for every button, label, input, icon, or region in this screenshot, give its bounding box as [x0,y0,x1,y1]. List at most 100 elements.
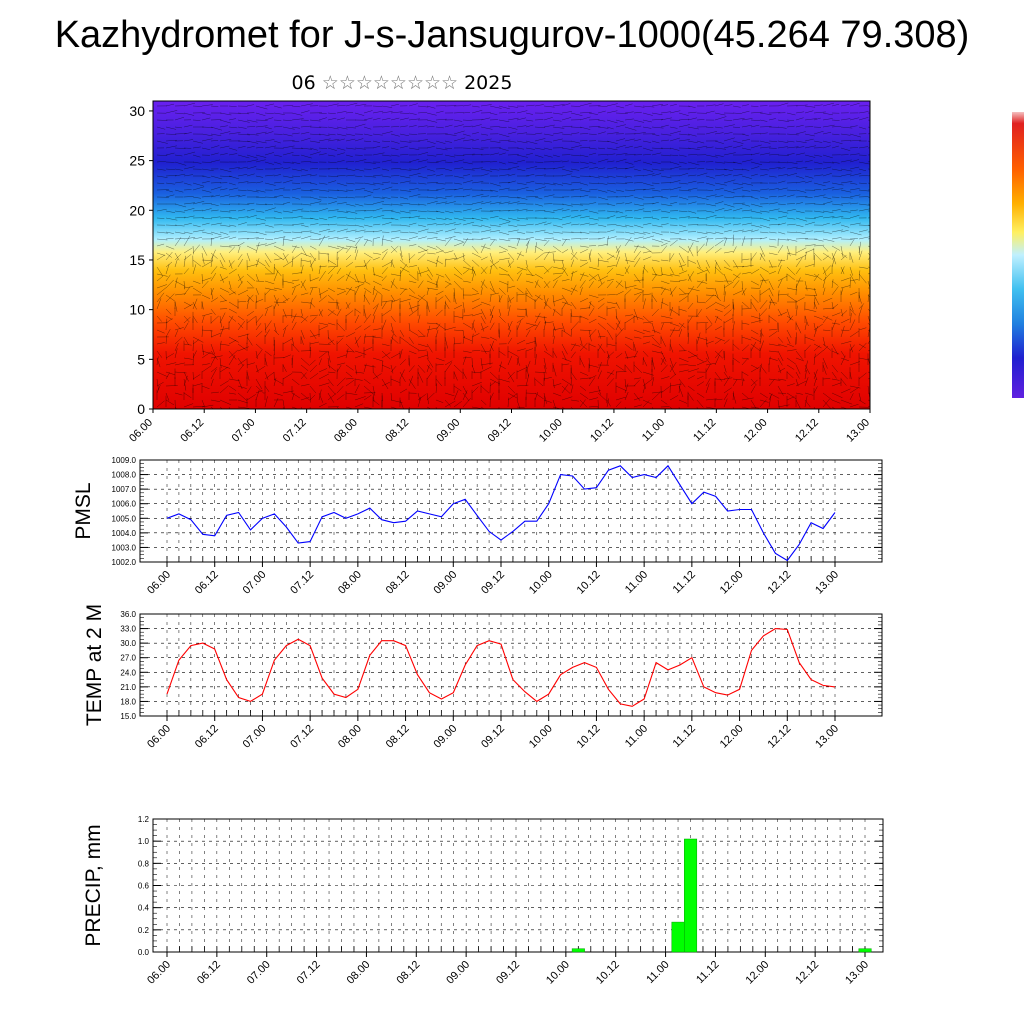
wind-vector [768,357,778,361]
wind-vector [381,186,393,191]
wind-vector [354,224,365,228]
wind-vector [732,321,735,331]
wind-vector [336,196,347,198]
wind-vector [327,371,336,374]
wind-vector [183,336,190,346]
wind-vector [507,180,516,184]
wind-vector [156,357,161,368]
wind-vector [750,406,759,409]
wind-vector [507,371,515,380]
wind-vector [840,399,853,405]
wind-vector [210,343,216,355]
wind-vector [813,297,816,310]
wind-vector [570,161,580,163]
wind-vector [174,277,178,289]
wind-vector [282,308,287,318]
wind-vector [489,126,500,128]
wind-vector [534,167,546,170]
pmsl-ytick-label: 1009.0 [112,456,137,465]
wind-vector [552,309,556,317]
wind-vector [156,175,168,178]
wind-vector [714,259,721,271]
wind-vector [489,201,502,205]
wind-vector [498,231,510,235]
wind-vector [849,139,862,142]
wind-vector [615,167,628,170]
wind-vector [660,287,666,296]
wind-vector [327,322,336,326]
wind-vector [273,187,285,191]
wind-vector [309,231,321,235]
wind-vector [462,174,471,177]
wind-vector [804,175,814,179]
wind-vector [372,230,383,233]
wind-vector [282,133,293,137]
wind-vector [786,112,796,116]
wind-vector [723,387,732,394]
wind-vector [219,300,227,303]
wind-vector [300,384,310,387]
wind-vector [345,102,358,107]
wind-vector [732,229,744,233]
wind-vector [480,322,485,332]
wind-vector [237,126,247,129]
wind-vector [228,118,236,121]
wind-vector [759,112,772,116]
wind-vector [156,126,166,130]
wind-vector [498,238,511,242]
wind-vector [822,187,835,191]
wind-vector [525,180,535,184]
wind-vector [471,201,484,205]
wind-vector [381,301,387,310]
wind-vector [642,315,652,325]
wind-vector [201,180,210,184]
wind-vector [282,126,295,130]
wind-vector [795,257,803,268]
wind-vector [633,336,642,339]
wind-vector [768,231,777,234]
wind-vector [255,343,262,350]
wind-vector [399,252,403,261]
wind-vector [696,196,709,200]
wind-vector [183,375,188,387]
wind-vector [462,237,469,247]
wind-vector [174,133,187,135]
wind-vector [354,364,358,375]
wind-vector [264,259,270,268]
wind-vector [588,343,596,348]
wind-vector [687,105,696,108]
wind-vector [480,315,486,324]
wind-vector [201,117,211,121]
wind-vector [417,105,429,108]
wind-vector [723,259,731,267]
wind-vector [606,147,618,151]
wind-vector [399,125,408,128]
wind-vector [300,357,310,366]
wind-vector [237,222,247,226]
wind-vector [588,357,591,369]
wind-vector [723,196,734,199]
wind-vector [849,387,859,394]
wind-vector [372,328,382,331]
wind-vector [480,325,489,331]
wind-vector [606,369,615,380]
wind-vector [777,195,787,198]
wind-vector [579,342,588,352]
wind-vector [345,254,352,261]
wind-vector [849,147,859,149]
wind-vector [291,287,296,296]
wind-vector [345,168,356,171]
wind-vector [183,139,194,142]
wind-vector [192,374,201,380]
wind-vector [507,294,512,304]
wind-vector [291,392,301,399]
wind-vector [633,380,640,387]
wind-vector [597,167,606,170]
wind-vector [759,126,772,128]
wind-vector [705,175,715,179]
wind-vector [444,283,452,289]
wind-vector [489,189,498,192]
wind-vector [255,125,268,128]
wind-vector [201,363,210,366]
wind-vector [345,210,358,214]
